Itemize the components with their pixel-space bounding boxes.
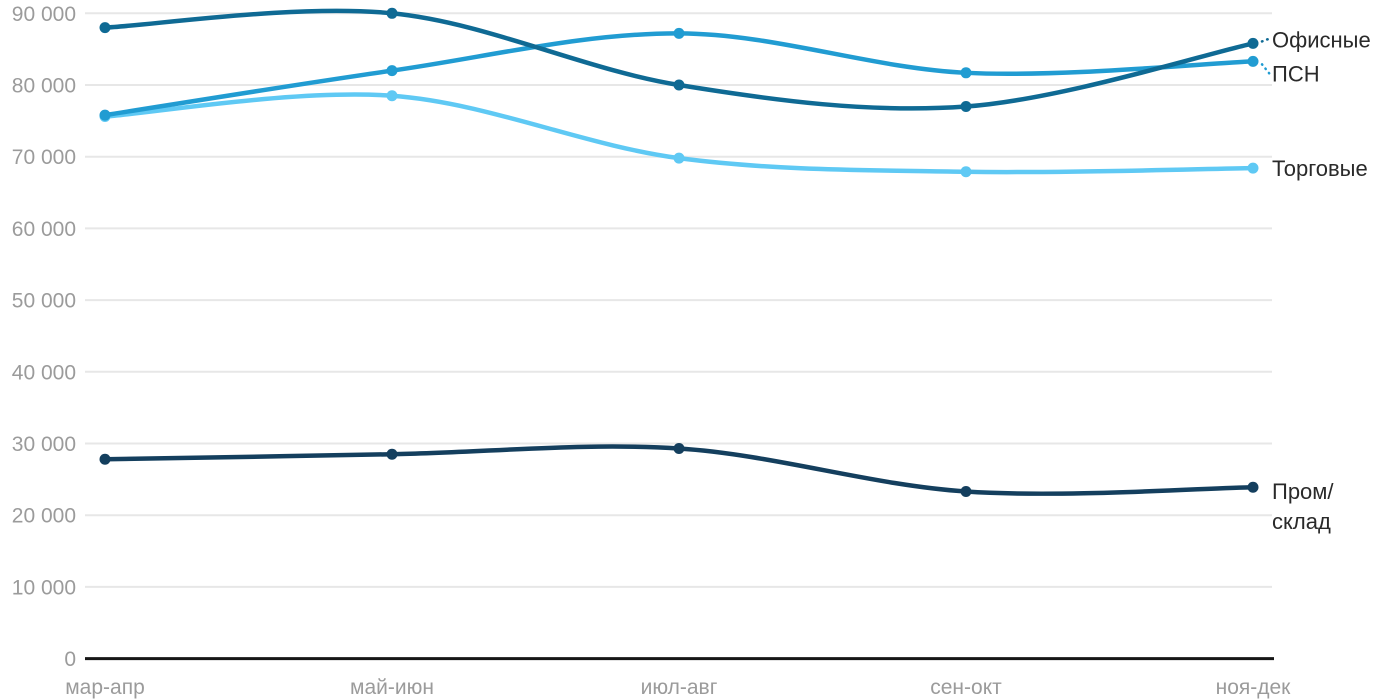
data-point-psn-2[interactable] <box>386 65 398 77</box>
data-point-torgovye-5[interactable] <box>1247 162 1259 174</box>
ytick-label-0: 0 <box>64 648 76 671</box>
data-point-ofisnye-2[interactable] <box>386 7 398 19</box>
ytick-label-20000: 20 000 <box>12 505 76 528</box>
xtick-label-3: июл-авг <box>641 676 718 699</box>
ytick-label-70000: 70 000 <box>12 146 76 169</box>
data-point-prom-sklad-2[interactable] <box>386 448 398 460</box>
data-point-prom-sklad-3[interactable] <box>673 443 685 455</box>
data-point-prom-sklad-1[interactable] <box>99 453 111 465</box>
series-label-torgovye: Торговые <box>1272 156 1368 181</box>
ytick-label-50000: 50 000 <box>12 290 76 313</box>
data-point-torgovye-3[interactable] <box>673 152 685 164</box>
data-point-ofisnye-1[interactable] <box>99 22 111 34</box>
series-line-ofisnye <box>102 8 1256 111</box>
xtick-label-2: май-июн <box>350 676 434 699</box>
xtick-label-1: мар-апр <box>65 676 145 699</box>
data-point-psn-5[interactable] <box>1247 55 1259 67</box>
ytick-label-80000: 80 000 <box>12 75 76 98</box>
leader-line-ofisnye <box>1260 37 1272 43</box>
data-point-ofisnye-3[interactable] <box>673 79 685 91</box>
ytick-label-10000: 10 000 <box>12 576 76 599</box>
data-point-ofisnye-4[interactable] <box>960 101 972 113</box>
data-point-torgovye-2[interactable] <box>386 90 398 102</box>
leader-line-psn <box>1260 63 1272 76</box>
data-point-psn-1[interactable] <box>99 109 111 121</box>
xtick-label-4: сен-окт <box>930 676 1002 699</box>
series-label-ofisnye: Офисные <box>1272 27 1371 52</box>
series-line-psn <box>102 31 1256 118</box>
series-label-prom-sklad-line1: Пром/ <box>1272 479 1334 504</box>
data-point-ofisnye-5[interactable] <box>1247 37 1259 49</box>
series-label-psn: ПСН <box>1272 61 1320 86</box>
data-point-psn-3[interactable] <box>673 27 685 39</box>
xtick-label-5: ноя-дек <box>1216 676 1292 699</box>
ytick-label-60000: 60 000 <box>12 218 76 241</box>
data-point-prom-sklad-5[interactable] <box>1247 481 1259 493</box>
ytick-label-90000: 90 000 <box>12 3 76 26</box>
ytick-label-30000: 30 000 <box>12 433 76 456</box>
data-point-prom-sklad-4[interactable] <box>960 486 972 498</box>
data-point-psn-4[interactable] <box>960 67 972 79</box>
series-label-prom-sklad-line2: склад <box>1272 509 1331 534</box>
ytick-label-40000: 40 000 <box>12 361 76 384</box>
data-point-torgovye-4[interactable] <box>960 166 972 178</box>
